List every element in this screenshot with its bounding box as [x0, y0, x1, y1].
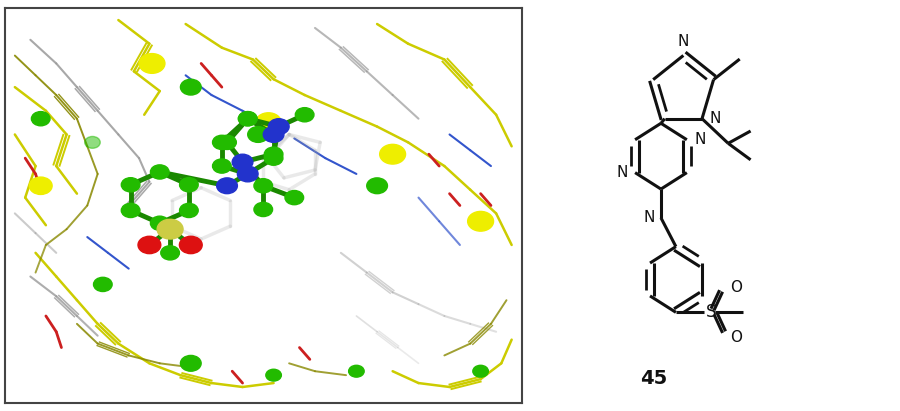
Circle shape [158, 219, 183, 239]
Circle shape [348, 365, 364, 377]
Circle shape [232, 154, 253, 170]
Circle shape [94, 277, 112, 291]
Circle shape [139, 53, 165, 73]
Circle shape [380, 144, 406, 164]
Circle shape [256, 113, 282, 132]
Circle shape [180, 79, 201, 95]
Circle shape [295, 108, 314, 122]
Circle shape [285, 191, 303, 205]
Circle shape [180, 203, 198, 217]
Circle shape [212, 159, 231, 173]
Text: N: N [616, 165, 627, 180]
Circle shape [218, 135, 237, 150]
Circle shape [468, 211, 493, 231]
Circle shape [248, 127, 268, 142]
Circle shape [212, 135, 231, 150]
Circle shape [30, 177, 52, 194]
Circle shape [138, 236, 161, 254]
Circle shape [161, 246, 179, 260]
Text: N: N [678, 35, 689, 49]
Circle shape [150, 216, 169, 230]
Circle shape [238, 112, 257, 126]
Circle shape [85, 136, 100, 148]
Circle shape [122, 178, 140, 192]
Circle shape [266, 369, 282, 381]
Circle shape [254, 179, 273, 193]
Circle shape [472, 365, 489, 377]
Text: N: N [709, 111, 721, 126]
Circle shape [238, 166, 258, 182]
Circle shape [217, 178, 238, 194]
Circle shape [265, 147, 283, 161]
Circle shape [122, 203, 140, 217]
Circle shape [268, 119, 289, 134]
Circle shape [180, 178, 198, 192]
Circle shape [179, 236, 203, 254]
Text: N: N [694, 132, 706, 147]
Circle shape [265, 151, 283, 165]
Circle shape [150, 165, 169, 179]
Circle shape [366, 178, 388, 194]
Circle shape [263, 127, 284, 142]
Circle shape [180, 356, 201, 371]
Circle shape [32, 112, 50, 126]
Text: N: N [644, 210, 655, 225]
Text: 45: 45 [640, 369, 667, 388]
Circle shape [254, 202, 273, 217]
Text: O: O [730, 280, 742, 295]
Text: S: S [706, 303, 716, 321]
Text: O: O [730, 330, 742, 344]
Circle shape [238, 112, 257, 126]
